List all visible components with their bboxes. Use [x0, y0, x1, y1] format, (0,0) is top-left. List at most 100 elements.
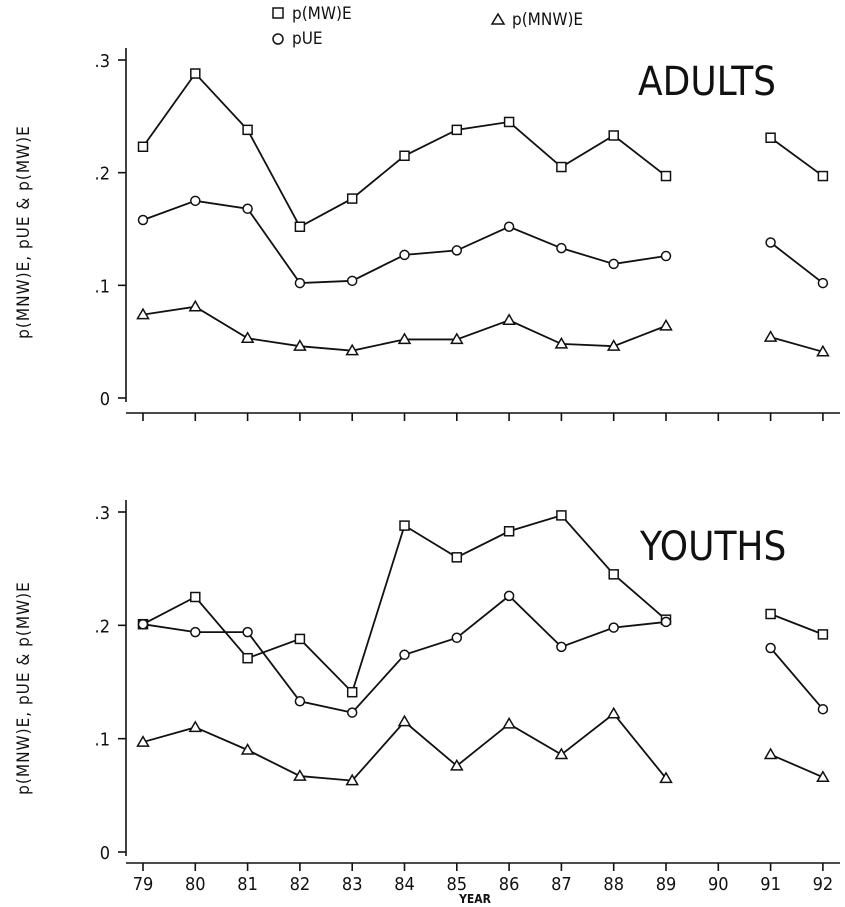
data-point-circle	[451, 245, 463, 256]
data-point-circle	[765, 237, 776, 248]
data-point-triangle	[188, 299, 203, 312]
y-axis-label-adults: p(MNW)E, pUE & p(MW)E	[14, 125, 34, 339]
series-line	[142, 72, 667, 228]
x-tick-label: 80	[185, 874, 206, 895]
x-tick-label: 88	[603, 874, 624, 895]
data-point-square	[660, 170, 672, 182]
y-tick-label: .2	[95, 164, 110, 185]
data-point-circle	[346, 275, 358, 287]
x-tick-label: 84	[394, 874, 415, 895]
data-point-square	[399, 520, 410, 531]
x-tick-label: 85	[446, 874, 467, 895]
legend-square-icon	[272, 7, 284, 19]
data-point-triangle	[188, 720, 203, 733]
data-point-triangle	[136, 735, 150, 747]
data-point-square	[399, 150, 410, 162]
x-axis-label-year: YEAR	[458, 892, 492, 906]
data-point-circle	[346, 707, 358, 718]
data-point-circle	[608, 622, 619, 633]
data-point-square	[817, 170, 829, 182]
data-point-circle	[660, 250, 672, 262]
x-tick-label: 91	[760, 874, 781, 895]
data-point-triangle	[763, 330, 778, 342]
data-point-circle	[660, 616, 672, 628]
data-point-square	[817, 629, 829, 640]
data-point-square	[294, 221, 306, 232]
axes-youths: 0 .1 .2 .3 79 80 81 82 83 84 85 86 87 88 89 90 91 92	[95, 500, 840, 895]
data-point-square	[608, 130, 619, 141]
x-tick-label: 89	[656, 874, 677, 895]
series-line	[770, 241, 824, 284]
series-pue	[137, 195, 829, 289]
legend-item-mnwe: p(MNW)E	[490, 10, 583, 30]
data-point-triangle	[449, 758, 464, 771]
data-point-triangle	[606, 339, 621, 351]
data-point-square	[190, 591, 201, 603]
data-point-square	[556, 510, 567, 521]
data-point-triangle	[606, 706, 621, 719]
data-point-triangle	[240, 331, 255, 344]
series-line	[769, 647, 824, 710]
x-tick-label: 83	[342, 874, 363, 895]
data-point-triangle	[816, 770, 830, 782]
data-point-triangle	[293, 769, 307, 781]
chart-panel-adults: ADULTS p(MNW)E, pUE & p(MW)E 0 .1 .2 .3	[14, 48, 840, 421]
y-tick-label: .1	[95, 730, 110, 751]
data-point-square	[190, 68, 201, 79]
series-pmwe	[137, 68, 829, 232]
y-tick-label: .1	[95, 276, 110, 297]
data-point-square	[137, 141, 149, 153]
data-point-circle	[190, 626, 201, 638]
legend-item-ue: pUE	[272, 29, 323, 49]
data-point-circle	[399, 649, 410, 661]
data-point-circle	[399, 249, 410, 261]
series-group-youths	[136, 510, 830, 786]
x-tick-label: 82	[290, 874, 311, 895]
series-pmnwe	[136, 299, 830, 357]
data-point-square	[608, 569, 619, 580]
panel-title-adults: ADULTS	[638, 59, 776, 105]
series-line	[770, 613, 824, 636]
x-tick-label: 86	[499, 874, 520, 895]
data-point-circle	[503, 590, 515, 602]
data-point-triangle	[659, 771, 673, 784]
data-point-square	[503, 116, 515, 128]
data-point-triangle	[554, 336, 569, 349]
data-point-circle	[451, 632, 463, 644]
data-point-square	[451, 552, 463, 563]
legend-circle-icon	[272, 33, 284, 45]
series-line	[142, 199, 667, 285]
data-point-square	[346, 193, 358, 204]
data-point-square	[765, 608, 776, 620]
axes-adults: 0 .1 .2 .3	[95, 48, 840, 421]
data-point-triangle	[397, 332, 412, 345]
y-tick-label: 0	[100, 843, 110, 864]
series-line	[770, 753, 824, 779]
data-point-circle	[242, 626, 253, 638]
x-tick-label: 92	[813, 874, 834, 895]
data-point-circle	[190, 195, 201, 207]
data-point-circle	[556, 242, 567, 254]
legend-label-mwe: p(MW)E	[292, 4, 352, 24]
data-point-triangle	[816, 344, 830, 357]
chart-panel-youths: YOUTHS p(MNW)E, pUE & p(MW)E 0 .1 .2 .3 79 80…	[14, 500, 840, 906]
legend-label-mnwe: p(MNW)E	[512, 10, 583, 30]
data-point-circle	[242, 203, 253, 214]
legend: p(MW)E pUE p(MNW)E	[272, 4, 583, 49]
data-point-square	[503, 526, 515, 537]
data-point-triangle	[136, 307, 150, 320]
legend-label-ue: pUE	[292, 29, 323, 49]
series-group-adults	[136, 68, 830, 357]
data-point-circle	[817, 277, 829, 289]
x-tick-label: 81	[237, 874, 258, 895]
data-point-circle	[608, 258, 619, 270]
data-point-triangle	[345, 773, 360, 786]
y-tick-label: .3	[95, 503, 110, 524]
data-point-circle	[765, 642, 776, 654]
data-point-triangle	[293, 339, 307, 351]
data-point-circle	[503, 221, 515, 232]
series-line	[770, 336, 824, 353]
x-tick-label: 79	[133, 874, 154, 895]
data-point-triangle	[397, 714, 412, 727]
